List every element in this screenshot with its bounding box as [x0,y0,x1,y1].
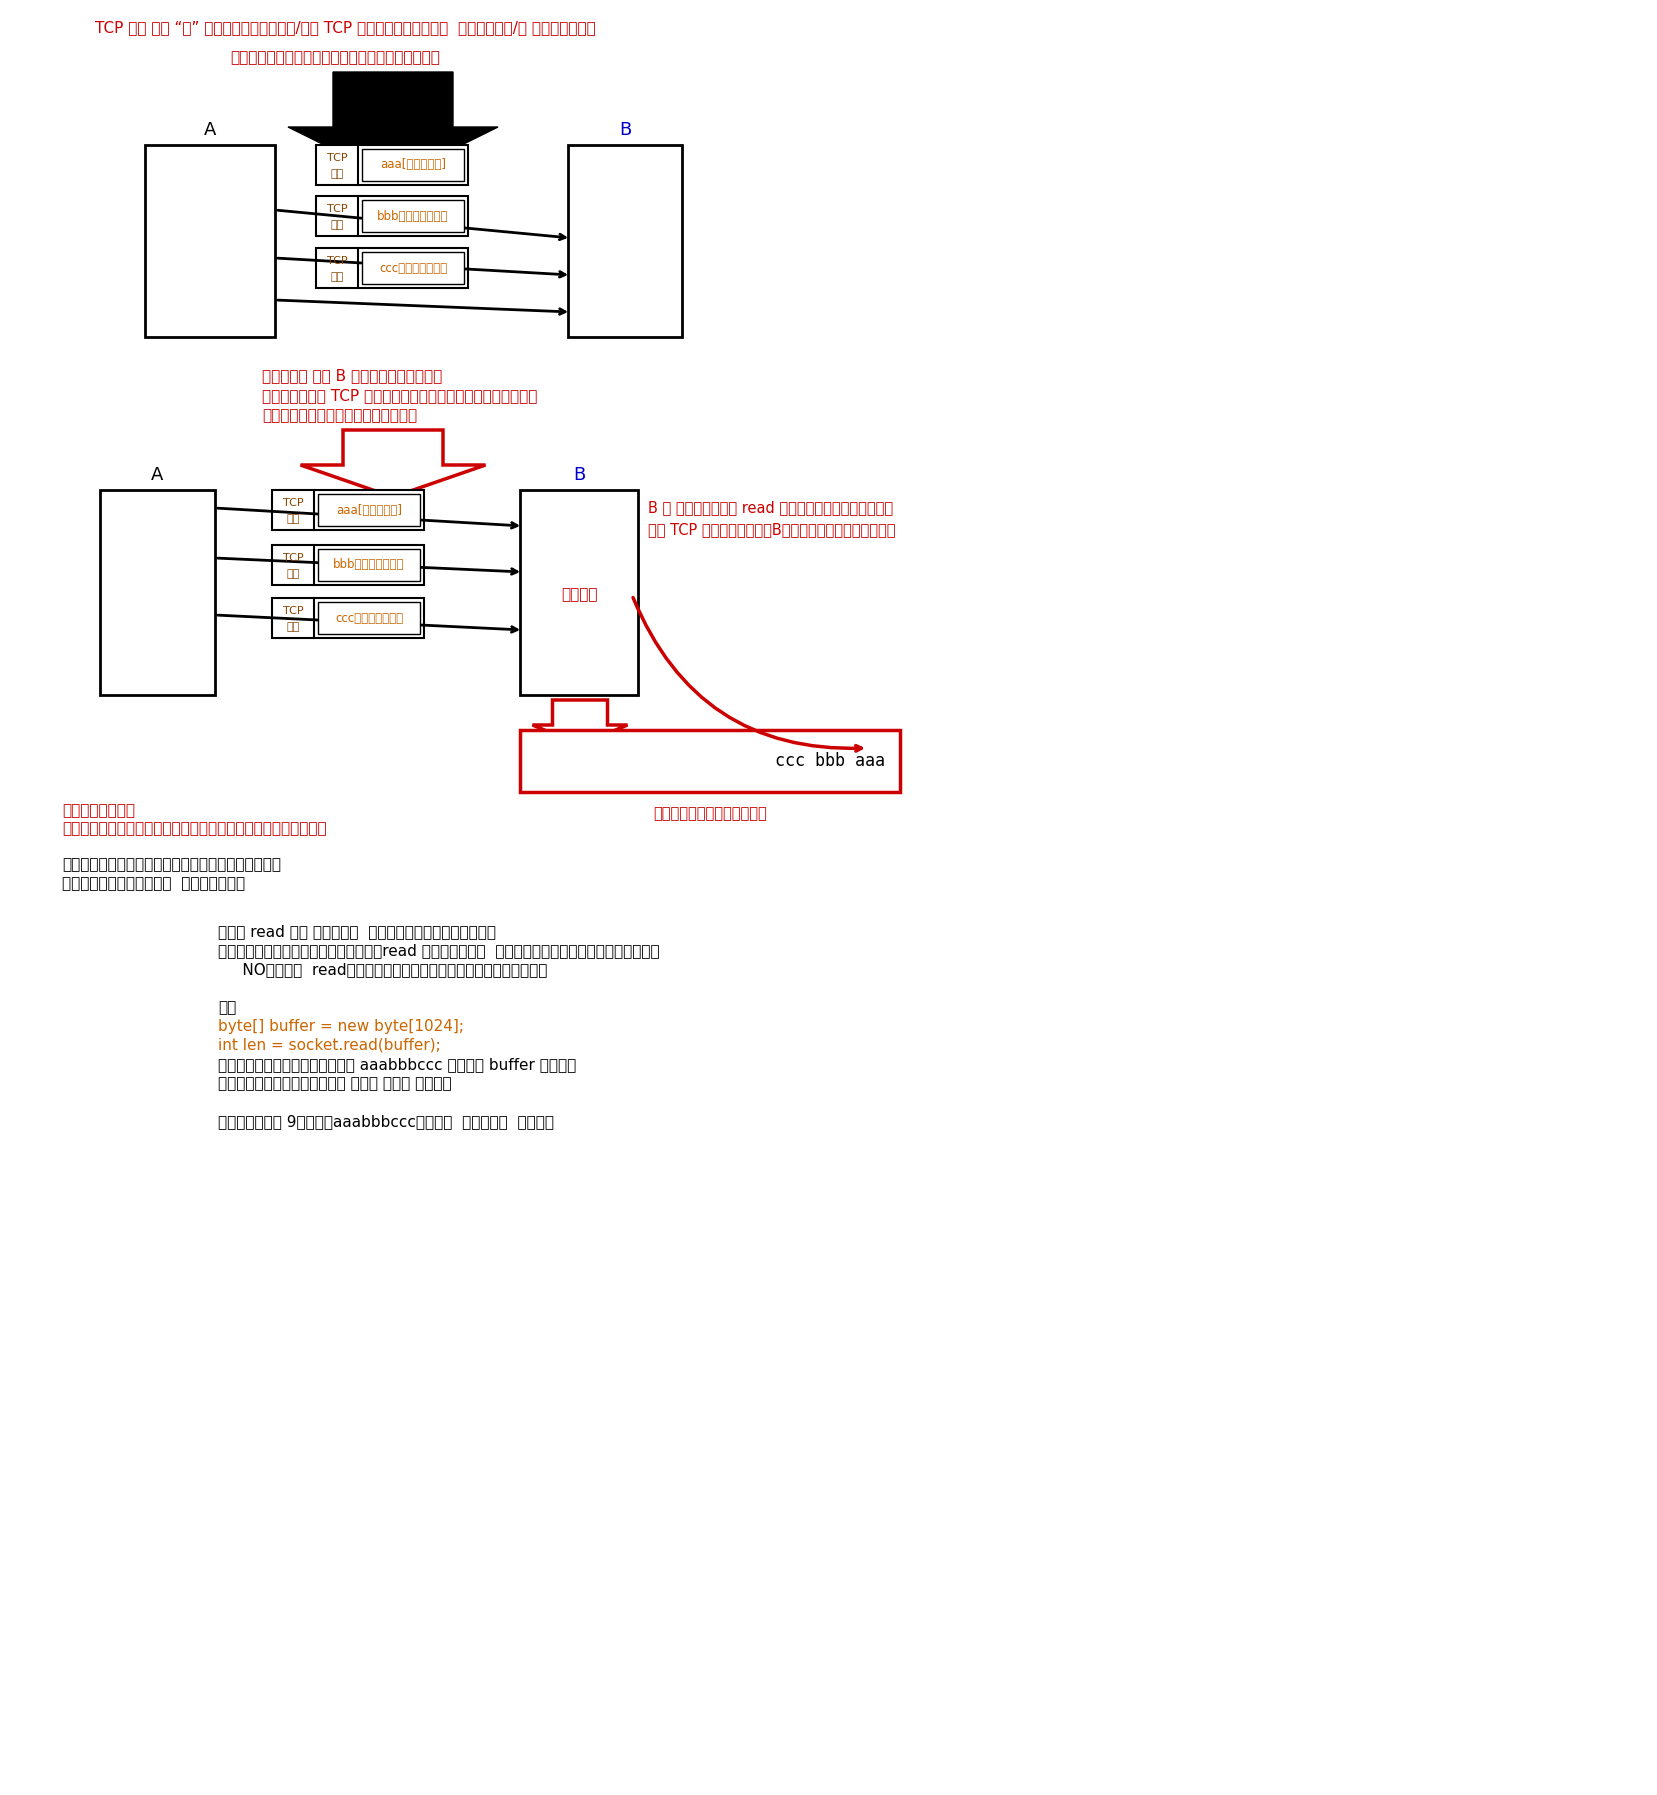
Text: 这一个读操作，就会直接把上面的 aaabbbccc 都给读到 buffer 数组中。: 这一个读操作，就会直接把上面的 aaabbbccc 都给读到 buffer 数组… [219,1057,577,1072]
Bar [361,251,464,284]
Bar [318,549,419,582]
Text: 粘包问题：分不出来这些数据包都是来自哪个程序的: 粘包问题：分不出来这些数据包都是来自哪个程序的 [230,50,439,65]
Text: 应用程序: 应用程序 [560,587,597,603]
Text: bbb【应用层数据】: bbb【应用层数据】 [333,558,404,571]
Text: ccc【应用层数据】: ccc【应用层数据】 [379,262,447,275]
Polygon shape [300,431,486,497]
Bar [272,546,424,585]
Text: bbb【应用层数据】: bbb【应用层数据】 [378,210,449,223]
Bar [520,490,638,695]
Text: TCP: TCP [283,497,303,508]
Text: NO！！！！  read方法返回的个数，不一定就是一个应用层数据报。: NO！！！！ read方法返回的个数，不一定就是一个应用层数据报。 [219,962,547,976]
Text: ccc bbb aaa: ccc bbb aaa [775,752,885,770]
Bar [272,490,424,530]
Text: B: B [618,120,631,138]
Text: 接收缓冲区，假设：左进右出: 接收缓冲区，假设：左进右出 [653,806,767,820]
Text: TCP 粘包 中的 “粘” 指的是：应用层数据包/报在 TCP 接收缓冲区中，若干个  应用层数据包/报 是混在一起的，: TCP 粘包 中的 “粘” 指的是：应用层数据包/报在 TCP 接收缓冲区中，若… [94,20,597,34]
Polygon shape [532,700,628,745]
Text: aaa[应用层数据]: aaa[应用层数据] [336,504,403,517]
Text: ccc【应用层数据】: ccc【应用层数据】 [335,612,403,625]
Text: 分用意味着就把 TCP 数据进行解析了，取出其中的应用层数据。: 分用意味着就把 TCP 数据进行解析了，取出其中的应用层数据。 [262,388,537,404]
Text: 例如: 例如 [219,1000,237,1014]
Text: TCP: TCP [283,605,303,616]
Text: B 的 应用程序就通过 read 方法来从接收缓冲区中取数据: B 的 应用程序就通过 read 方法来从接收缓冲区中取数据 [648,501,893,515]
Bar [520,731,900,792]
Bar [361,199,464,232]
Text: 报头: 报头 [330,219,343,230]
Text: 会知道 read 方法 会返回一个  读取到的数据，它的字节个数。: 会知道 read 方法 会返回一个 读取到的数据，它的字节个数。 [219,924,495,939]
Text: TCP: TCP [326,205,348,214]
Text: TCP: TCP [326,257,348,266]
Text: 这些数据报 到达 B 之后，就会进行分用。: 这些数据报 到达 B 之后，就会进行分用。 [262,368,442,382]
Bar [316,145,467,185]
Text: aaa[应用层数据]: aaa[应用层数据] [379,158,446,172]
Text: byte[] buffer = new byte[1024];: byte[] buffer = new byte[1024]; [219,1020,464,1034]
Text: 报头: 报头 [330,271,343,282]
Text: 报头: 报头 [287,569,300,578]
Text: 因为 TCP 是面向字节流的，B取的时候就是取的若干字节。: 因为 TCP 是面向字节流的，B取的时候就是取的若干字节。 [648,522,895,537]
Text: 换句话来说：这 9个字节（aaabbbccc）的数据  其实来自于  三个包。: 换句话来说：这 9个字节（aaabbbccc）的数据 其实来自于 三个包。 [219,1115,553,1129]
Polygon shape [288,72,499,180]
Text: 从哪里开始取，到哪里停，取出的数据是一个完整的应用层数据？: 从哪里开始取，到哪里停，取出的数据是一个完整的应用层数据？ [61,820,326,836]
Bar [99,490,215,695]
Text: int len = socket.read(buffer);: int len = socket.read(buffer); [219,1038,441,1054]
Text: 报头: 报头 [330,169,343,180]
Text: B: B [573,467,585,485]
Bar [318,494,419,526]
Text: TCP: TCP [326,153,348,163]
Text: 归根结底，是因为没有明确  包之间的边界。: 归根结底，是因为没有明确 包之间的边界。 [61,876,245,890]
Text: 放到接收缓冲区中，以备应用程序来取: 放到接收缓冲区中，以备应用程序来取 [262,407,418,424]
Bar [316,248,467,287]
Text: 此时，仍然是分不清从哪到哪里 是一个 完整的 数据报。: 此时，仍然是分不清从哪到哪里 是一个 完整的 数据报。 [219,1075,452,1091]
Text: A: A [204,120,215,138]
Text: 因此，如果没有额外的限制，其实就很难进行区分了。: 因此，如果没有额外的限制，其实就很难进行区分了。 [61,856,282,872]
Bar [146,145,275,337]
Bar [318,601,419,634]
Text: TCP: TCP [283,553,303,564]
Text: 由此，这些朋友就可能会产生一个疑问：read 既然能返回一个  字节个数，是不是就代表它能区分包呢？: 由此，这些朋友就可能会产生一个疑问：read 既然能返回一个 字节个数，是不是就… [219,942,659,959]
Bar [316,196,467,235]
Bar [361,149,464,181]
Bar [568,145,683,337]
Text: 报头: 报头 [287,513,300,524]
Bar [272,598,424,637]
Text: A: A [151,467,164,485]
Text: 报头: 报头 [287,621,300,632]
Text: 那么，问题来了：: 那么，问题来了： [61,802,134,819]
